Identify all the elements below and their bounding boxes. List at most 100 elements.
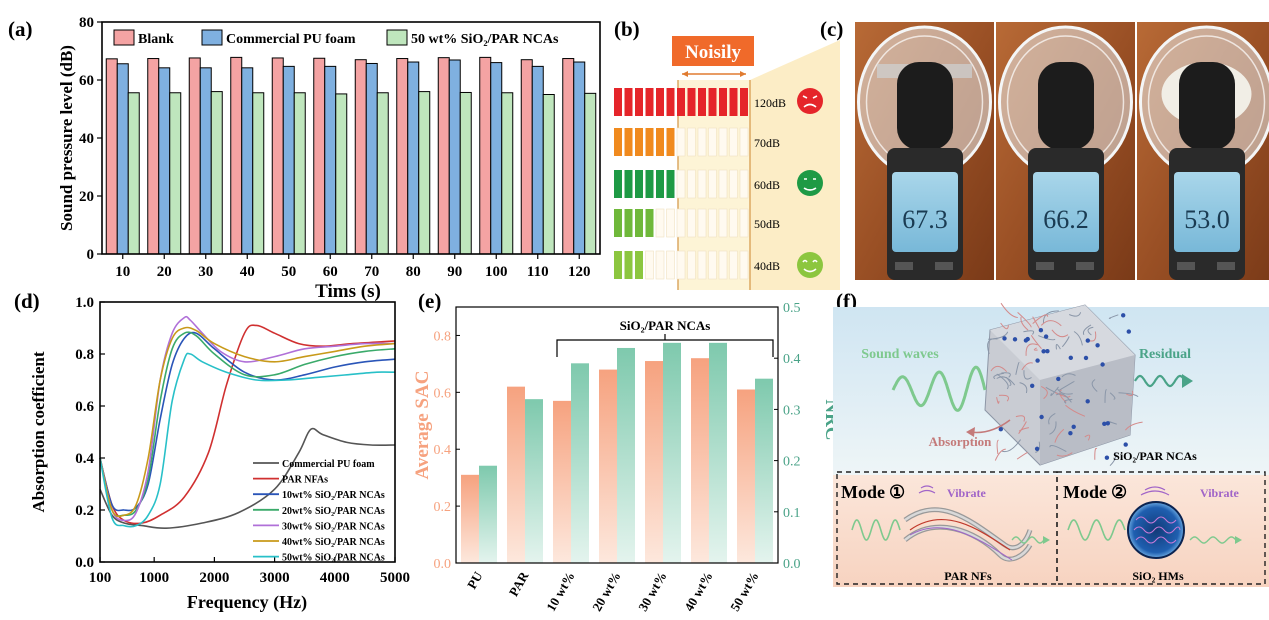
cube-top-face [990,305,1135,380]
legend-label-sio2: 50 wt% SiO₂/PAR NCAs [411,32,559,47]
bar-e-sac-6 [737,389,755,563]
mode1-incoming-wave [851,519,901,541]
line-d-2 [99,331,396,512]
mode1-caption: PAR NFs [944,569,992,583]
cube-fiber [1033,347,1038,351]
cube-fiber [1126,390,1134,397]
level-bar-3-1 [624,209,633,237]
level-bar-3-2 [635,209,643,237]
cube-fiber [1069,312,1082,317]
cube-fiber [1018,421,1027,434]
legend-label-d-6: 50wt% SiO₂/PAR NCAs [282,553,385,564]
level-bar-1-11 [729,127,738,157]
cube-sphere-dot [1041,349,1046,354]
cube-sphere-dot [1035,358,1040,363]
noisily-arrow-left [682,71,688,77]
microphone-foam-0 [897,62,953,150]
mode2-box [1056,471,1266,585]
cube-fiber [1038,335,1056,341]
level-bar-1-1 [624,128,633,156]
cube-right-face [1040,355,1135,465]
bar-e-nrc-6 [755,378,773,563]
level-bar-0-8 [698,88,706,116]
legend-label-d-3: 20wt% SiO₂/PAR NCAs [282,506,385,517]
cube-fiber [1055,393,1072,403]
level-bar-2-4 [656,170,664,198]
tick-label-a-y: 20 [79,189,94,205]
cube-fiber [1054,428,1065,443]
cube-fiber [1023,370,1032,380]
cube-fiber [1109,392,1116,400]
tick-label-a-x: 20 [157,264,172,280]
level-bar-0-2 [635,88,643,116]
cube-fiber [1023,330,1035,335]
tick-label-e-yr: 0.0 [783,557,801,572]
level-bar-2-3 [645,170,654,198]
level-bar-3-5 [666,208,675,238]
neutral-face-icon [797,170,823,196]
absorption-arrowhead [966,427,975,437]
cube-fiber [1109,451,1117,467]
chart-e-frame [455,306,779,564]
mode2-incoming-wave [1067,519,1126,541]
legend-label-d-0: Commercial PU foam [282,459,375,470]
level-bar-3-11 [729,208,738,238]
line-d-0 [99,427,396,530]
bar-e-nrc-3 [617,347,635,563]
level-bar-3-4 [655,208,665,238]
cube-fiber [1064,398,1073,404]
cube-sphere-dot [1025,336,1030,342]
chart-d-ylabel: Absorption coefficient [29,351,48,512]
tick-label-d-y: 0.6 [75,399,94,415]
level-bar-2-8 [697,169,707,199]
mode1-residual-wave [1011,536,1045,544]
cube-fiber [996,397,1000,404]
level-bar-2-2 [635,170,643,198]
neutral-face-features [803,178,817,191]
cube-fiber [1017,312,1032,328]
cube-fiber [994,448,1006,461]
level-bar-4-12 [739,250,749,280]
mode2-vibrate-label: Vibrate [1200,486,1240,500]
cube-fiber [1000,302,1018,318]
level-bar-3-8 [697,208,707,238]
tick-label-d-y: 1.0 [75,295,94,311]
level-bar-2-0 [614,170,622,198]
mode2-residual-arrowhead [1235,536,1242,544]
microphone-foam-1 [1038,62,1094,150]
cube-sphere-dot [1123,442,1128,447]
happy-face-features [802,259,818,273]
bar-e-sac-0 [461,474,479,563]
level-bar-4-11 [729,250,738,280]
cube-sphere-dot [1085,399,1090,404]
level-bar-1-9 [708,127,717,157]
level-bar-3-10 [718,208,728,238]
tick-label-a-x: 60 [323,264,338,280]
chart-d-xlabel: Frequency (Hz) [187,592,307,613]
meter-button-b-2 [1217,262,1235,270]
cube-fiber [1091,379,1098,392]
tick-label-a-y: 40 [79,131,94,147]
tick-label-d-y: 0.4 [75,451,94,467]
noisily-label: Noisily [685,42,741,63]
legend-swatch-blank [113,29,135,46]
level-bar-3-9 [708,208,717,238]
cube-sphere-dot [998,427,1003,432]
tick-label-a-x: 30 [198,264,213,280]
panel-label-e: (e) [418,289,441,313]
cube-sphere-dot [1083,355,1089,361]
level-bar-0-12 [740,88,748,116]
mode1-vibrate-label: Vibrate [947,486,987,500]
level-bar-0-0 [614,88,622,116]
level-bar-1-8 [697,127,707,157]
lcd-screen-2 [1174,172,1240,252]
lcd-reading-2: 53.0 [1184,205,1230,234]
cube-fiber [1061,373,1076,378]
level-bar-4-4 [655,250,665,280]
tick-label-d-x: 3000 [260,570,290,586]
cube-fiber [1015,415,1026,422]
tick-label-d-x: 4000 [320,570,350,586]
tick-label-a-x: 40 [240,264,255,280]
legend-label-d-1: PAR NFAs [282,475,328,486]
bar-e-nrc-1 [525,399,543,563]
